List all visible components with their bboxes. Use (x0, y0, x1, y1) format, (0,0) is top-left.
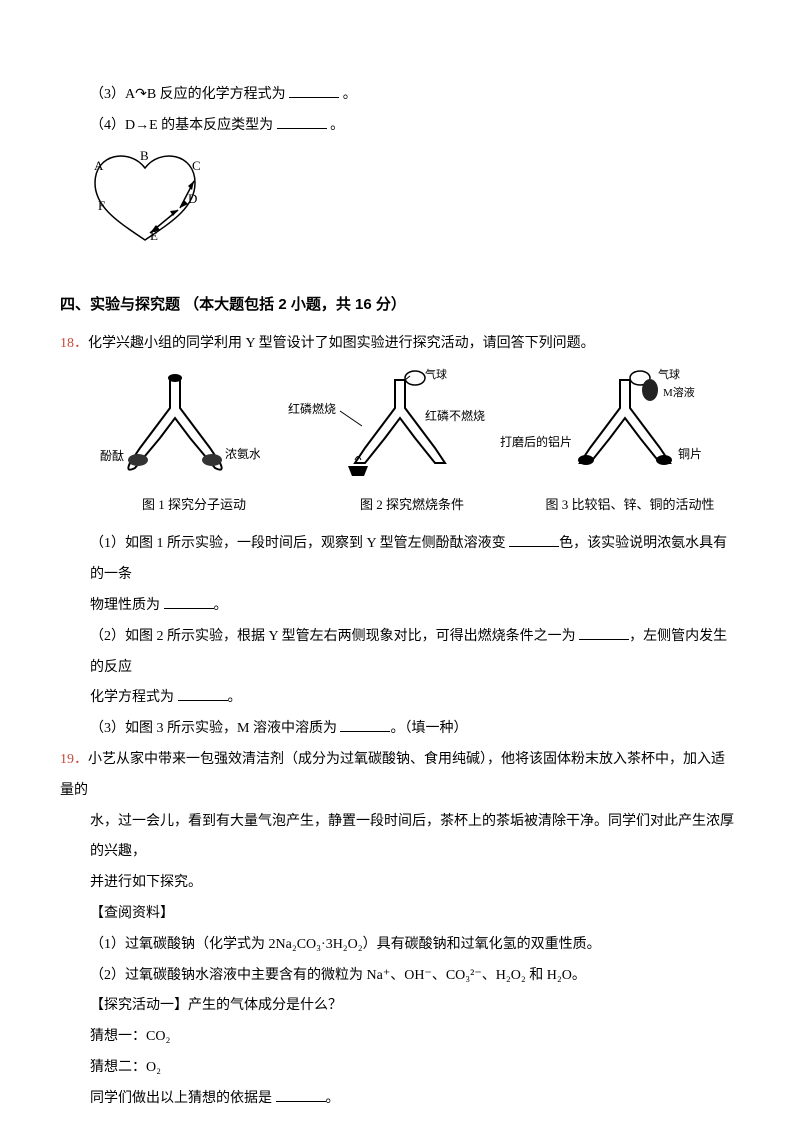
q19-g2: 猜想二：O₂ (90, 1053, 734, 1084)
q19-info1: （1）过氧碳酸钠（化学式为 2Na₂CO₃·3H₂O₂）具有碳酸钠和过氧化氢的双… (90, 930, 734, 961)
q18-s2: （2）如图 2 所示实验，根据 Y 型管左右两侧现象对比，可得出燃烧条件之一为 … (90, 622, 734, 684)
q18-s1: （1）如图 1 所示实验，一段时间后，观察到 Y 型管左侧酚酞溶液变 色，该实验… (90, 529, 734, 591)
svg-text:D: D (188, 191, 197, 206)
blank[interactable] (289, 83, 339, 98)
q18-s3: （3）如图 3 所示实验，M 溶液中溶质为 。（填一种） (90, 714, 734, 745)
svg-text:浓氨水: 浓氨水 (225, 447, 260, 461)
heart-diagram: A B C D E F (80, 148, 734, 261)
q17-sub3-text: （3）A↷B 反应的化学方程式为 (90, 87, 289, 102)
figure-row: 酚酞 浓氨水 气球 红磷燃烧 红磷不燃烧 气球 M溶液 打磨后的铝片 铜片 (90, 368, 734, 489)
q19-num: 19． (60, 752, 88, 767)
fig1-cap: 图 1 探究分子运动 (90, 491, 298, 520)
blank[interactable] (164, 594, 214, 609)
q17-sub4-end: 。 (330, 118, 344, 133)
fig3: 气球 M溶液 打磨后的铝片 铜片 (500, 368, 730, 489)
q17-sub3: （3）A↷B 反应的化学方程式为 。 (90, 80, 734, 111)
q19-info2: （2）过氧碳酸钠水溶液中主要含有的微粒为 Na⁺、OH⁻、CO₃²⁻、H₂O₂ … (90, 961, 734, 992)
svg-text:红磷燃烧: 红磷燃烧 (288, 401, 336, 416)
fig2-cap: 图 2 探究燃烧条件 (308, 491, 516, 520)
q19-stem3: 并进行如下探究。 (90, 868, 734, 899)
blank[interactable] (277, 114, 327, 129)
svg-text:红磷不燃烧: 红磷不燃烧 (425, 408, 485, 423)
blank[interactable] (178, 686, 228, 701)
q19: 19．小艺从家中带来一包强效清洁剂（成分为过氧碳酸钠、食用纯碱），他将该固体粉末… (60, 745, 734, 807)
svg-text:铜片: 铜片 (678, 446, 702, 461)
fig-captions: 图 1 探究分子运动 图 2 探究燃烧条件 图 3 比较铝、锌、铜的活动性 (90, 491, 734, 520)
blank[interactable] (579, 625, 629, 640)
q17-sub3-end: 。 (343, 87, 357, 102)
blank[interactable] (509, 532, 559, 547)
q18-s1c: 物理性质为 。 (90, 591, 734, 622)
svg-text:酚酞: 酚酞 (100, 448, 124, 463)
svg-text:F: F (98, 198, 105, 213)
q18-s2c: 化学方程式为 。 (90, 683, 734, 714)
q18-num: 18． (60, 336, 88, 351)
blank[interactable] (340, 717, 390, 732)
q19-info-title: 【查阅资料】 (90, 899, 734, 930)
fig1: 酚酞 浓氨水 (90, 368, 260, 489)
svg-text:气球: 气球 (425, 368, 447, 381)
q19-stem1: 小艺从家中带来一包强效清洁剂（成分为过氧碳酸钠、食用纯碱），他将该固体粉末放入茶… (60, 752, 725, 798)
q19-basis: 同学们做出以上猜想的依据是 。 (90, 1084, 734, 1115)
svg-text:C: C (192, 158, 201, 173)
fig2: 气球 红磷燃烧 红磷不燃烧 (270, 368, 490, 489)
q17-sub4-text: （4）D→E 的基本反应类型为 (90, 118, 277, 133)
q19-g1: 猜想一：CO₂ (90, 1022, 734, 1053)
fig3-cap: 图 3 比较铝、锌、铜的活动性 (526, 491, 734, 520)
q19-stem2: 水，过一会儿，看到有大量气泡产生，静置一段时间后，茶杯上的茶垢被清除干净。同学们… (90, 807, 734, 869)
q18: 18．化学兴趣小组的同学利用 Y 型管设计了如图实验进行探究活动，请回答下列问题… (60, 329, 734, 360)
svg-text:气球: 气球 (658, 368, 680, 381)
svg-text:B: B (140, 148, 149, 163)
svg-text:M溶液: M溶液 (663, 385, 695, 399)
svg-text:A: A (94, 158, 104, 173)
q18-stem: 化学兴趣小组的同学利用 Y 型管设计了如图实验进行探究活动，请回答下列问题。 (88, 336, 595, 351)
svg-text:打磨后的铝片: 打磨后的铝片 (500, 434, 572, 449)
q19-act1-title: 【探究活动一】产生的气体成分是什么？ (90, 991, 734, 1022)
blank[interactable] (276, 1087, 326, 1102)
q17-sub4: （4）D→E 的基本反应类型为 。 (90, 111, 734, 142)
section4-title: 四、实验与探究题 （本大题包括 2 小题，共 16 分） (60, 288, 734, 321)
